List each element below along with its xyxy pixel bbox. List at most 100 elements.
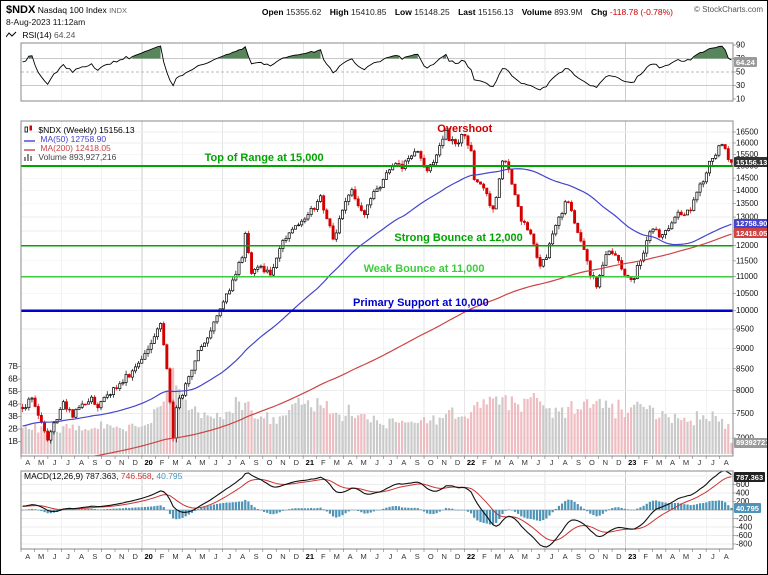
symbol: $NDX (6, 4, 36, 16)
axis-label: J (698, 552, 702, 561)
axis-label: 23 (628, 552, 636, 561)
annotation-overshoot: Overshoot (437, 123, 493, 135)
axis-label: M (334, 552, 340, 561)
axis-label: 2B (8, 425, 18, 434)
axis-label: J (536, 458, 540, 467)
axis-label: M (172, 552, 178, 561)
axis-label: N (119, 458, 124, 467)
axis-label: S (92, 458, 97, 467)
axis-label: O (105, 458, 111, 467)
axis-label: A (240, 552, 245, 561)
axis-label: A (186, 458, 191, 467)
annotation-lines (21, 165, 733, 312)
ma50-line (22, 168, 732, 427)
main-legend-ma50: MA(50) 12758.90 (24, 135, 106, 145)
axis-label: S (254, 552, 259, 561)
axis-label: 21 (306, 552, 314, 561)
axis-label: A (724, 552, 729, 561)
axis-label: F (160, 552, 165, 561)
axis-label: J (53, 552, 57, 561)
axis-label: J (550, 552, 554, 561)
volume-label: Volume (521, 7, 552, 17)
axis-label: J (53, 458, 57, 467)
ma50-tag: 12758.90 (734, 218, 768, 229)
main-legend-symbol: $NDX (Weekly) 15156.13 (24, 125, 135, 136)
axis-label: -600 (736, 531, 753, 540)
axis-label: J (698, 458, 702, 467)
axis-label: F (643, 458, 648, 467)
axis-label: N (441, 552, 446, 561)
axis-label: O (428, 458, 434, 467)
axis-label: A (724, 458, 729, 467)
axis-label: 8500 (736, 364, 754, 373)
axis-label: F (482, 458, 487, 467)
axis-label: M (656, 458, 662, 467)
macd-legend: MACD(12,26,9) 787.363, 746.568, 40.795 (24, 472, 182, 481)
axis-label: M (38, 458, 44, 467)
rsi-tag: 64.24 (734, 57, 757, 68)
axis-label: N (603, 458, 608, 467)
axis-label: S (576, 552, 581, 561)
axis-label: 16500 (736, 127, 759, 136)
volume-value: 893.9M (554, 7, 583, 17)
axis-label: J (711, 552, 715, 561)
axis-label: D (132, 458, 138, 467)
axis-label: A (401, 552, 406, 561)
axis-label: A (79, 552, 84, 561)
rsi-layer (22, 45, 732, 91)
axis-label: F (643, 552, 648, 561)
separator: , (116, 471, 121, 481)
axis-label: O (267, 458, 273, 467)
axis-label: O (428, 552, 434, 561)
axis-label: A (563, 552, 568, 561)
axis-label: D (294, 458, 300, 467)
axis-label: 4B (8, 400, 18, 409)
open-label: Open (261, 7, 284, 17)
axis-label: J (227, 458, 231, 467)
axis-label: J (66, 552, 70, 561)
axis-label: 12000 (736, 241, 759, 250)
axis-label: 23 (628, 458, 636, 467)
axis-label: 9000 (736, 344, 754, 353)
axis-label: N (603, 552, 608, 561)
axis-label: N (441, 458, 446, 467)
axis-label: N (280, 552, 285, 561)
axis-label: A (240, 458, 245, 467)
chg-label: Chg (590, 7, 608, 17)
axis-label: D (455, 552, 461, 561)
axis-label: 20 (144, 552, 152, 561)
axis-label: J (536, 552, 540, 561)
hist-tag: 40.795 (734, 503, 761, 514)
annotation-strong-bounce: Strong Bounce at 12,000 (394, 231, 523, 244)
volume-legend-text: Volume 893,927,216 (38, 152, 117, 162)
macd-legend-signal-value: 746.568 (120, 471, 152, 481)
volume-bars-icon (24, 153, 33, 163)
axis-label: J (375, 458, 379, 467)
axis-label: S (92, 552, 97, 561)
axis-label: D (455, 458, 461, 467)
axis-label: J (375, 552, 379, 561)
last-value: 15156.13 (477, 7, 514, 17)
axis-label: N (119, 552, 124, 561)
axis-label: F (321, 552, 326, 561)
rsi-line-icon (5, 31, 17, 41)
axis-label: -200 (736, 514, 753, 523)
axis-label: M (495, 458, 501, 467)
axis-label: A (401, 458, 406, 467)
axis-label: M (656, 552, 662, 561)
axis-label: F (321, 458, 326, 467)
axis-label: 50 (736, 68, 745, 77)
exchange: INDX (109, 6, 128, 15)
main-legend-ma200: MA(200) 12418.05 (24, 144, 111, 154)
axis-label: A (670, 458, 675, 467)
axis-label: A (509, 458, 514, 467)
axis-label: 90 (736, 41, 745, 50)
axis-label: 15500 (736, 150, 759, 159)
rsi-line (22, 45, 732, 91)
axis-label: 6B (8, 375, 18, 384)
candlestick-icon (24, 125, 33, 136)
axis-label: S (254, 458, 259, 467)
volume-tag: 893927216 (734, 437, 767, 448)
axis-label: 7B (8, 362, 18, 371)
rsi-overbought-fill (28, 45, 729, 59)
